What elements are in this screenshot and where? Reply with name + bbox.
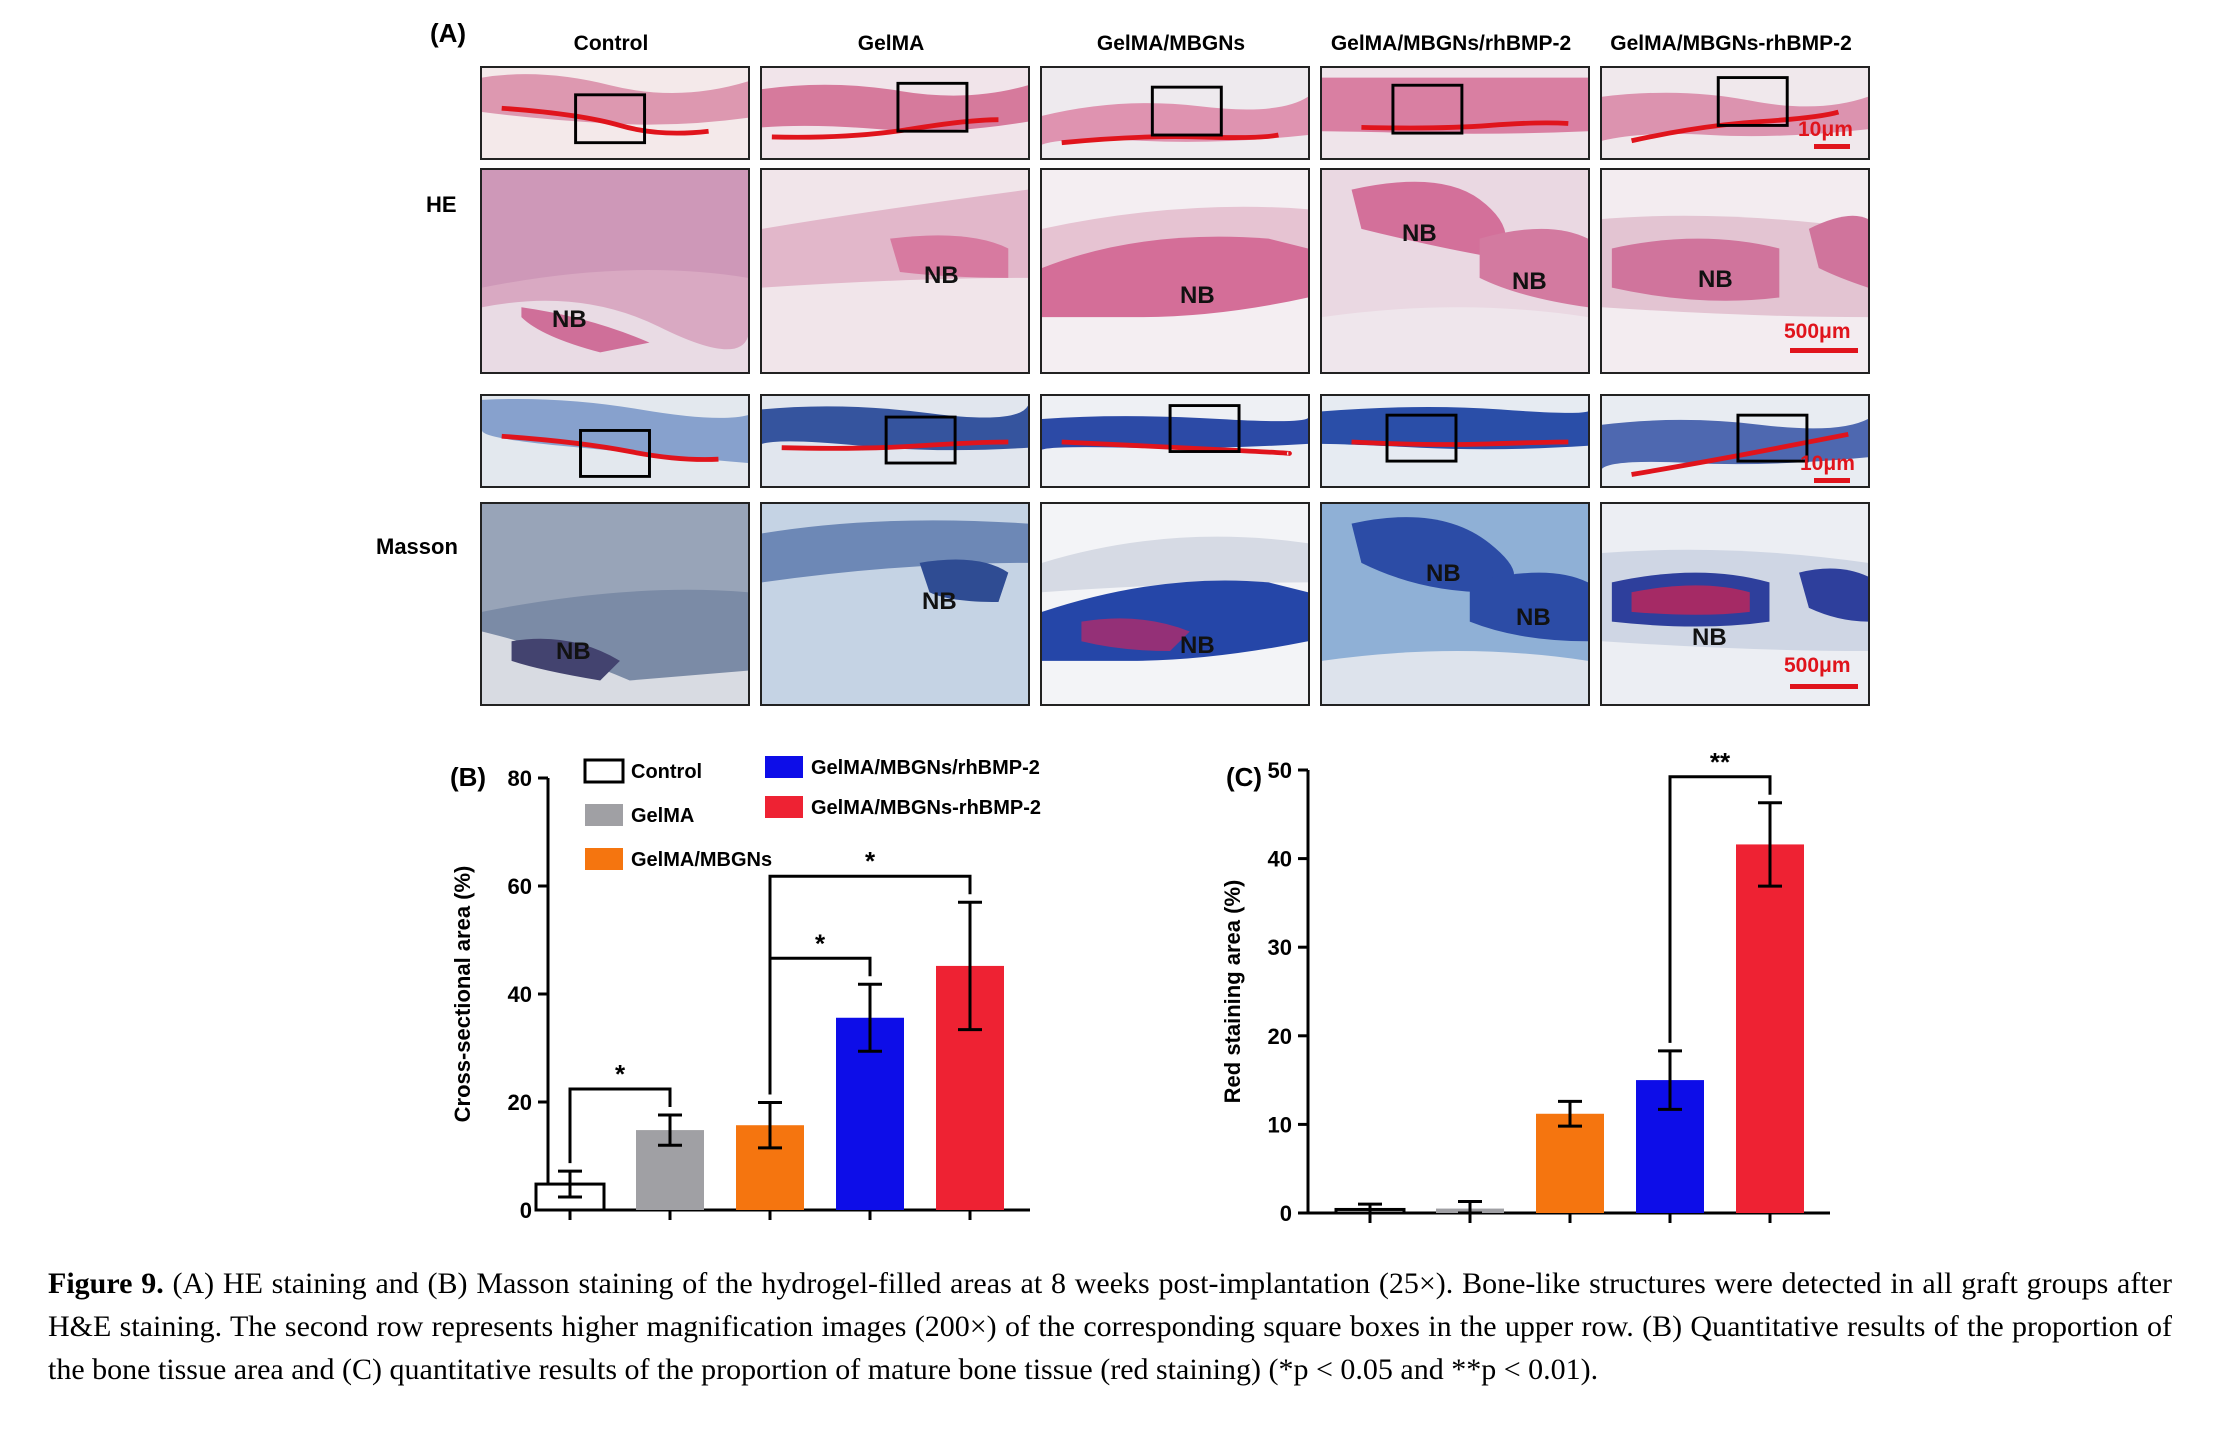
column-header-control: Control <box>573 32 649 55</box>
nb-label-masson-dash: NB <box>1692 624 1727 651</box>
legend-label: GelMA/MBGNs/rhBMP-2 <box>811 757 1040 779</box>
legend-label: GelMA <box>631 805 694 827</box>
y-axis-label: Cross-sectional area (%) <box>450 866 475 1123</box>
he-low-mag-image-gelma <box>760 66 1030 160</box>
he-high-mag-image-control <box>480 168 750 374</box>
legend-swatch <box>585 848 623 870</box>
nb-label-he-control: NB <box>552 306 587 333</box>
figure-label: Figure 9. <box>48 1267 164 1300</box>
masson-high-mag-image-control <box>480 502 750 706</box>
nb-label-masson-gelma-mbgns: NB <box>1180 632 1215 659</box>
scale-label-large-he: 500μm <box>1784 320 1851 343</box>
significance-bracket <box>1668 775 1772 1043</box>
scale-label-large-masson: 500μm <box>1784 654 1851 677</box>
chart-b: (B) 0 20 40 60 80 Cross-sectional area (%) * * * C… <box>450 756 1041 1223</box>
row-label-he: HE <box>426 192 457 217</box>
scale-label-small-masson: 10μm <box>1800 452 1855 475</box>
scale-label-small-he: 10μm <box>1798 118 1853 141</box>
legend-swatch <box>583 758 625 784</box>
he-low-mag-image-control <box>480 66 750 160</box>
y-axis-label: Red staining area (%) <box>1220 880 1245 1104</box>
chart-c: (C) 0 10 20 30 40 50 Red staining area (%) ** <box>1220 747 1830 1226</box>
nb-label-he-slash-1: NB <box>1402 220 1437 247</box>
nb-label-he-gelma-mbgns: NB <box>1180 282 1215 309</box>
nb-label-masson-gelma: NB <box>922 588 957 615</box>
he-low-mag-image-gelma-mbgns-slash-rhbmp2 <box>1320 66 1590 160</box>
y-tick-label: 0 <box>1280 1201 1292 1226</box>
nb-label-masson-slash-1: NB <box>1426 560 1461 587</box>
he-high-mag-image-gelma-mbgns-slash-rhbmp2 <box>1320 168 1590 374</box>
he-high-mag-image-gelma <box>760 168 1030 374</box>
masson-low-mag-image-gelma-mbgns-dash-rhbmp2 <box>1600 394 1870 488</box>
y-tick-label: 20 <box>508 1090 532 1115</box>
column-header-gelma: GelMA <box>857 32 925 55</box>
column-header-gelma-mbgns: GelMA/MBGNs <box>1096 32 1246 55</box>
masson-high-mag-image-gelma-mbgns <box>1040 502 1310 706</box>
significance-bracket <box>768 874 972 1095</box>
y-tick-label: 30 <box>1268 935 1292 960</box>
he-low-mag-image-gelma-mbgns <box>1040 66 1310 160</box>
y-tick-label: 0 <box>520 1198 532 1223</box>
panel-a-letter: (A) <box>430 18 467 48</box>
masson-low-mag-image-control <box>480 394 750 488</box>
row-label-masson: Masson <box>376 534 458 559</box>
nb-label-masson-control: NB <box>556 638 591 665</box>
nb-label-he-dash: NB <box>1698 266 1733 293</box>
scale-bar-large-masson <box>1790 684 1858 689</box>
figure-caption: Figure 9. (A) HE staining and (B) Masson… <box>48 1262 2172 1391</box>
bar-gelma-mbgns-rhbmp-2 <box>1736 844 1804 1213</box>
y-tick-label: 40 <box>1268 847 1292 872</box>
scale-bar-small-masson <box>1814 478 1850 483</box>
y-tick-label: 20 <box>1268 1024 1292 1049</box>
legend-label: Control <box>631 761 702 783</box>
he-high-mag-image-gelma-mbgns <box>1040 168 1310 374</box>
masson-high-mag-image-gelma-mbgns-slash-rhbmp2 <box>1320 502 1590 706</box>
he-low-mag-image-gelma-mbgns-dash-rhbmp2 <box>1600 66 1870 160</box>
nb-label-he-gelma: NB <box>924 262 959 289</box>
y-tick-label: 50 <box>1268 758 1292 783</box>
scale-bar-large-he <box>1790 348 1858 353</box>
significance-label: ** <box>1710 747 1731 777</box>
masson-low-mag-image-gelma-mbgns-slash-rhbmp2 <box>1320 394 1590 488</box>
masson-low-mag-image-gelma <box>760 394 1030 488</box>
significance-bracket <box>568 1087 672 1164</box>
masson-high-mag-image-gelma <box>760 502 1030 706</box>
nb-label-he-slash-2: NB <box>1512 268 1547 295</box>
y-tick-label: 40 <box>508 982 532 1007</box>
significance-label: * <box>815 928 826 958</box>
legend-swatch <box>765 756 803 778</box>
masson-low-mag-image-gelma-mbgns <box>1040 394 1310 488</box>
he-high-mag-image-gelma-mbgns-dash-rhbmp2 <box>1600 168 1870 374</box>
y-tick-label: 60 <box>508 874 532 899</box>
column-header-gelma-mbgns-dash-rhbmp2: GelMA/MBGNs-rhBMP-2 <box>1610 32 1852 55</box>
significance-label: * <box>615 1059 626 1089</box>
legend-swatch <box>765 796 803 818</box>
significance-label: * <box>865 846 876 876</box>
panel-letter: (B) <box>450 762 486 792</box>
legend-label: GelMA/MBGNs-rhBMP-2 <box>811 797 1041 819</box>
scale-bar-small-he <box>1814 144 1850 149</box>
panel-letter: (C) <box>1226 762 1262 792</box>
column-header-gelma-mbgns-slash-rhbmp2: GelMA/MBGNs/rhBMP-2 <box>1330 32 1572 55</box>
caption-text: (A) HE staining and (B) Masson staining … <box>48 1267 2172 1386</box>
legend-swatch <box>585 804 623 826</box>
y-tick-label: 80 <box>508 766 532 791</box>
masson-high-mag-image-gelma-mbgns-dash-rhbmp2 <box>1600 502 1870 706</box>
nb-label-masson-slash-2: NB <box>1516 604 1551 631</box>
legend-label: GelMA/MBGNs <box>631 849 772 871</box>
bar-gelma-mbgns <box>1536 1113 1604 1213</box>
y-tick-label: 10 <box>1268 1112 1292 1137</box>
